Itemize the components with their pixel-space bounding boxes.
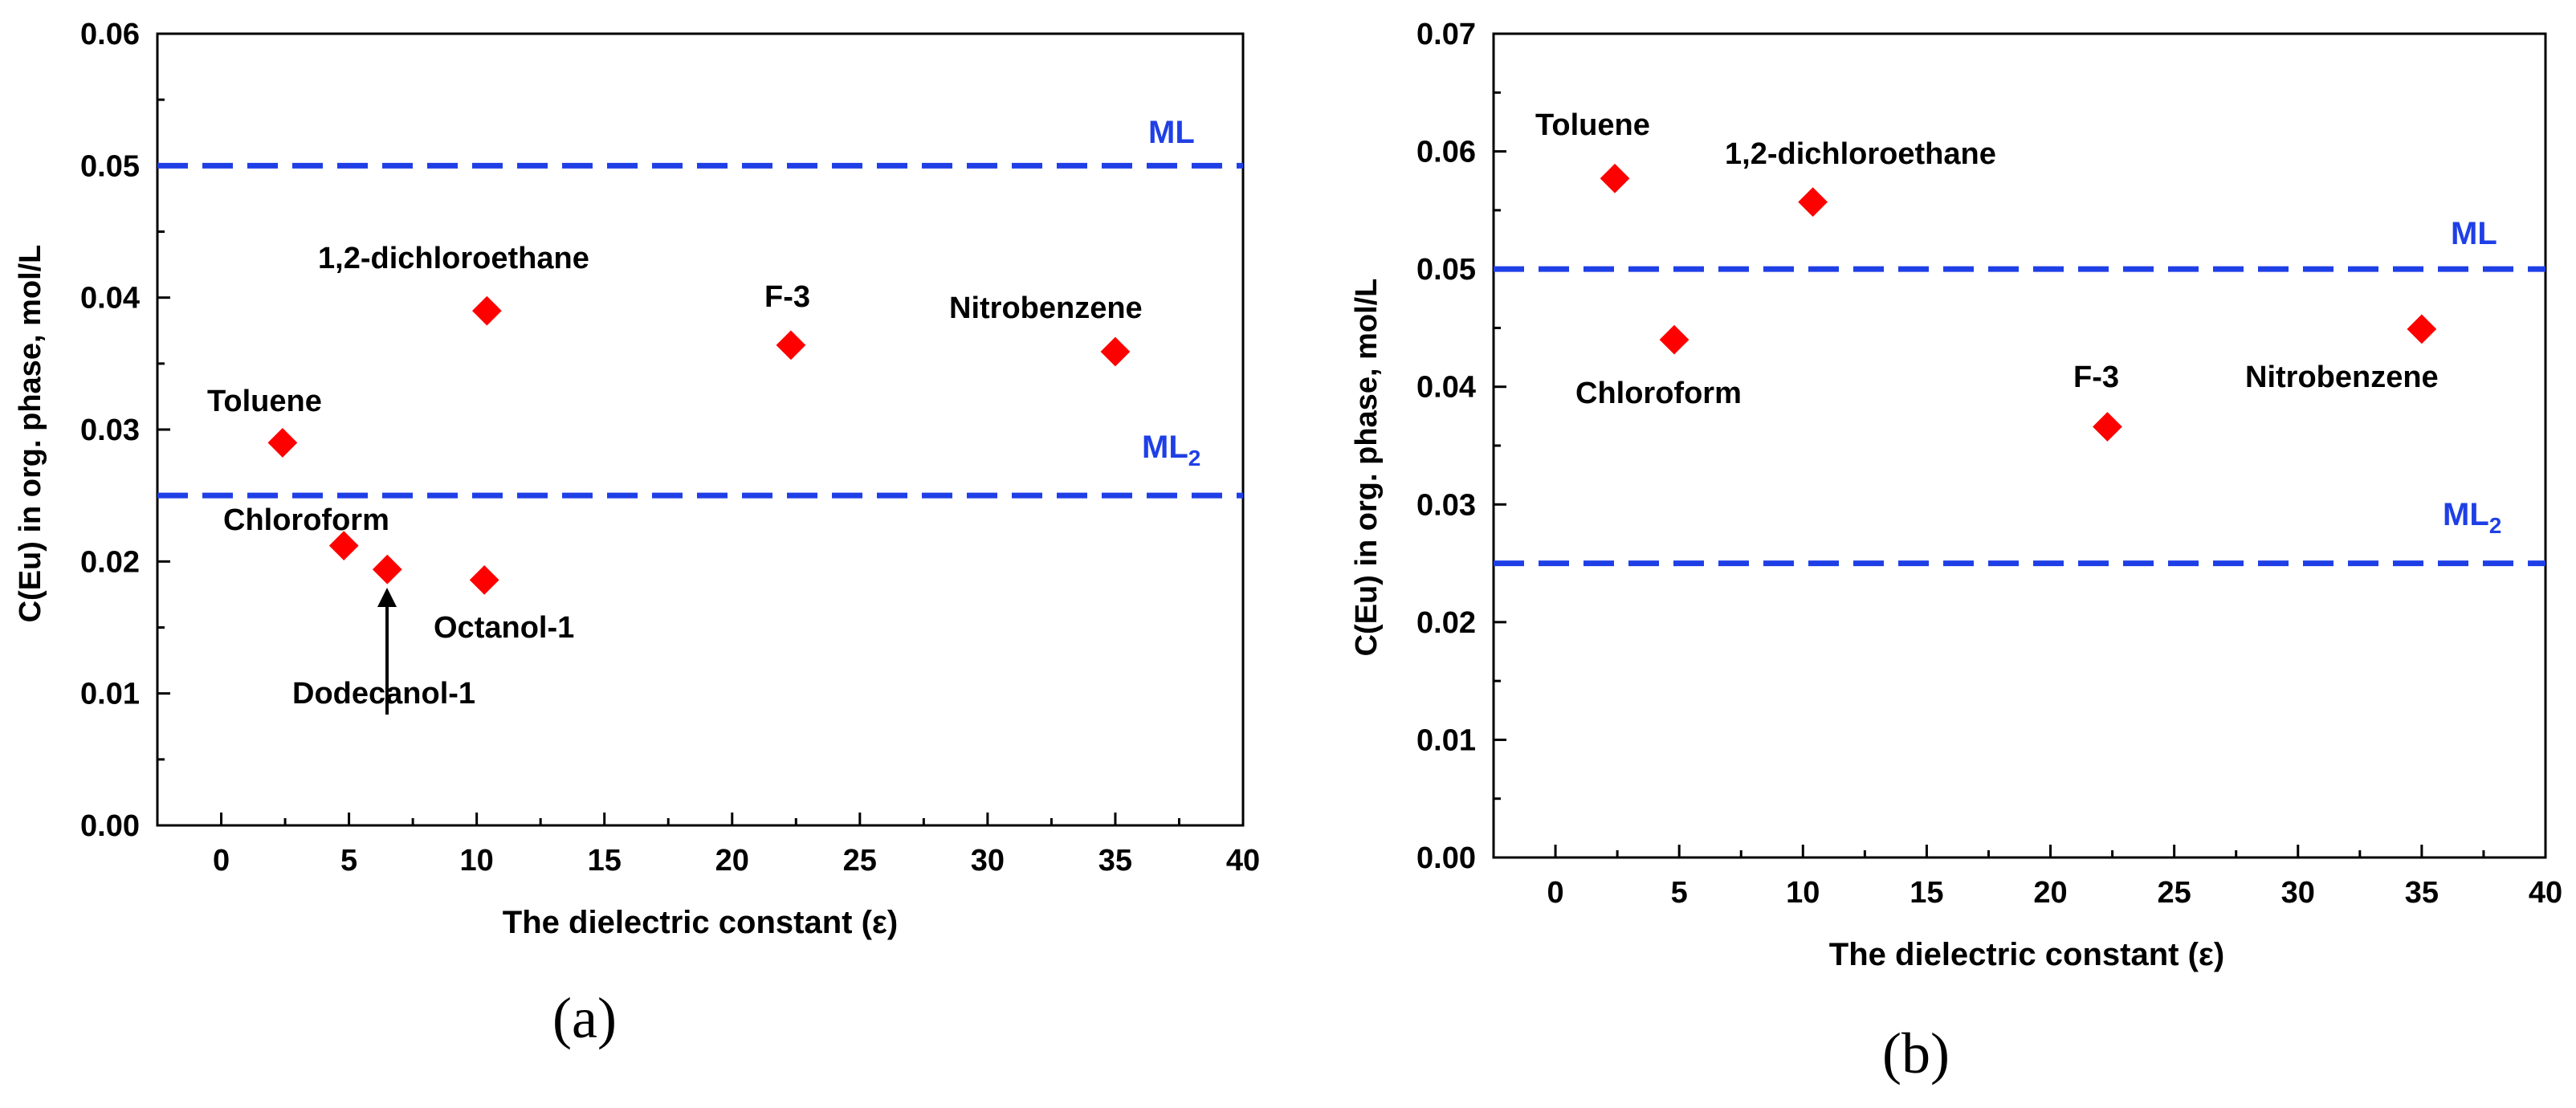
x-tick-label: 35: [1098, 844, 1132, 878]
x-axis-title-a: The dielectric constant (ε): [503, 905, 898, 940]
x-axis-a: 0 5 10 15 20 25 30 35 40: [213, 813, 1260, 878]
x-tick-label: 15: [1910, 876, 1943, 910]
plot-frame-b: [1492, 32, 2547, 859]
x-tick-label: 5: [340, 844, 357, 878]
label-dichloroethane-a: 1,2-dichloroethane: [318, 242, 589, 275]
point-f3-a: [776, 330, 806, 361]
point-dichloroethane-a: [471, 295, 502, 326]
y-tick-label: 0.04: [80, 282, 140, 316]
x-tick-label: 35: [2405, 876, 2439, 910]
point-octanol-a: [469, 564, 499, 595]
x-tick-label: 40: [2529, 876, 2562, 910]
point-labels-a: Toluene Chloroform Dodecanol-1 Octanol-1…: [207, 242, 1143, 711]
label-chloroform-a: Chloroform: [223, 503, 389, 537]
label-nitrobenzene-b: Nitrobenzene: [2245, 361, 2439, 394]
x-tick-label: 5: [1671, 876, 1688, 910]
point-toluene-b: [1600, 163, 1630, 193]
y-tick-label: 0.02: [1416, 606, 1476, 640]
x-tick-label: 20: [2033, 876, 2067, 910]
x-tick-label: 25: [2158, 876, 2191, 910]
x-tick-label: 0: [213, 844, 230, 878]
label-octanol-a: Octanol-1: [434, 611, 574, 645]
y-tick-label: 0.00: [80, 809, 140, 843]
x-axis-title-b: The dielectric constant (ε): [1829, 937, 2224, 972]
dodecanol-arrow: [377, 588, 397, 715]
y-axis-title-b: C(Eu) in org. phase, mol/L: [1350, 279, 1384, 657]
x-tick-label: 25: [843, 844, 877, 878]
y-tick-label: 0.05: [1416, 253, 1476, 287]
ref-label-ml-b: ML: [2451, 216, 2497, 251]
y-tick-label: 0.03: [80, 413, 140, 447]
x-tick-label: 15: [588, 844, 622, 878]
point-dichloroethane-b: [1798, 187, 1828, 217]
x-tick-label: 10: [460, 844, 494, 878]
ref-label-ml2-b: ML2: [2443, 497, 2501, 538]
y-tick-label: 0.00: [1416, 841, 1476, 875]
point-f3-b: [2093, 412, 2122, 442]
data-points-b: [1600, 163, 2437, 442]
x-tick-label: 30: [971, 844, 1005, 878]
label-toluene-a: Toluene: [207, 385, 322, 418]
data-points-a: [267, 295, 1131, 595]
panel-label-b: (b): [1882, 1021, 1950, 1086]
point-chloroform-b: [1659, 324, 1689, 355]
point-labels-b: Toluene Chloroform 1,2-dichloroethane F-…: [1535, 108, 2439, 410]
reference-lines-b: ML ML2: [1494, 216, 2545, 567]
reference-lines-a: ML ML2: [157, 115, 1243, 499]
y-axis-b: 0.00 0.01 0.02 0.03 0.04 0.05 0.06 0.07: [1416, 18, 1506, 875]
label-f3-b: F-3: [2073, 361, 2119, 394]
y-axis-a: 0.00 0.01 0.02 0.03 0.04 0.05 0.06: [80, 18, 170, 843]
ref-label-ml2-a: ML2: [1142, 430, 1200, 470]
label-dodecanol-a: Dodecanol-1: [292, 677, 475, 711]
y-tick-label: 0.01: [1416, 723, 1476, 757]
label-f3-a: F-3: [764, 280, 810, 314]
ref-label-ml-a: ML: [1148, 115, 1195, 150]
panel-b: 0.00 0.01 0.02 0.03 0.04 0.05 0.06 0.07 0 5 10 15 2…: [1350, 18, 2562, 1086]
y-tick-label: 0.05: [80, 149, 140, 183]
label-toluene-b: Toluene: [1535, 108, 1650, 142]
y-tick-label: 0.04: [1416, 371, 1476, 405]
label-nitrobenzene-a: Nitrobenzene: [949, 291, 1143, 325]
x-tick-label: 30: [2281, 876, 2315, 910]
y-axis-title-a: C(Eu) in org. phase, mol/L: [14, 245, 47, 623]
point-nitrobenzene-a: [1100, 336, 1131, 367]
y-tick-label: 0.07: [1416, 18, 1476, 51]
panel-a: 0.00 0.01 0.02 0.03 0.04 0.05 0.06 0 5 10 15 20 25 3…: [14, 18, 1260, 1050]
point-nitrobenzene-b: [2407, 314, 2437, 344]
point-dodecanol-a: [372, 554, 402, 585]
x-tick-label: 10: [1786, 876, 1820, 910]
x-tick-label: 20: [715, 844, 749, 878]
x-tick-label: 0: [1547, 876, 1563, 910]
x-axis-b: 0 5 10 15 20 25 30 35 40: [1547, 845, 2562, 910]
y-tick-label: 0.06: [80, 18, 140, 51]
label-chloroform-b: Chloroform: [1575, 377, 1742, 410]
y-tick-label: 0.02: [80, 545, 140, 579]
point-toluene-a: [267, 428, 298, 458]
y-tick-label: 0.06: [1416, 136, 1476, 169]
y-tick-label: 0.01: [80, 678, 140, 711]
point-chloroform-a: [328, 531, 359, 560]
x-tick-label: 40: [1226, 844, 1260, 878]
panel-label-a: (a): [552, 986, 617, 1050]
y-tick-label: 0.03: [1416, 488, 1476, 522]
label-dichloroethane-b: 1,2-dichloroethane: [1725, 137, 1996, 171]
